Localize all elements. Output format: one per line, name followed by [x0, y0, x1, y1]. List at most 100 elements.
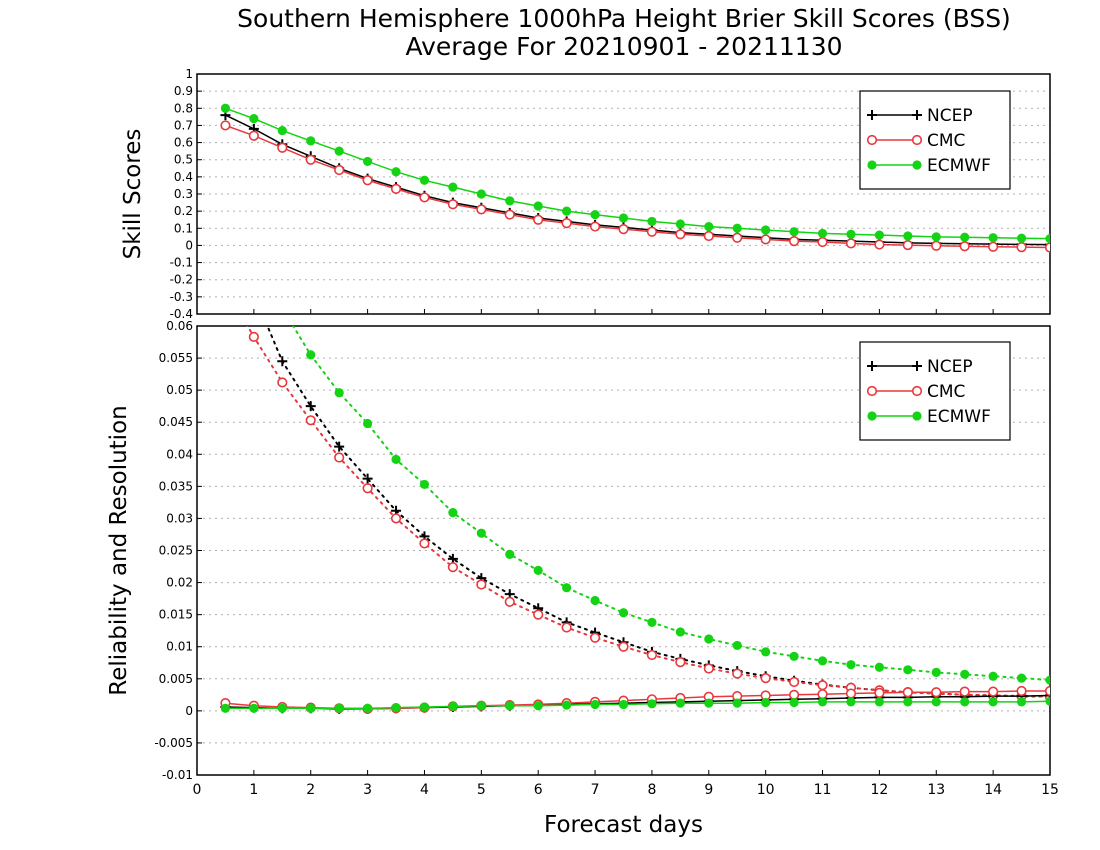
data-point-cmc: [959, 686, 970, 697]
data-point-ecmwf: [675, 698, 685, 708]
data-point-cmc: [476, 204, 487, 215]
y-tick-label: 1: [185, 67, 193, 81]
data-point-ecmwf: [1016, 697, 1027, 707]
data-point-cmc: [788, 689, 800, 700]
data-point-ecmwf: [903, 665, 913, 675]
data-point-ncep: [362, 473, 373, 484]
data-point-ecmwf: [590, 699, 600, 710]
data-point-cmc: [533, 609, 544, 620]
legend-label: NCEP: [927, 106, 973, 126]
chart-title-line2: Average For 20210901 - 20211130: [405, 32, 842, 61]
y-tick-label: 0.035: [159, 479, 193, 493]
data-point-ecmwf: [505, 549, 515, 559]
data-point-ecmwf: [960, 232, 970, 242]
data-point-ecmwf: [533, 565, 543, 575]
y-tick-label: 0.045: [159, 415, 193, 429]
data-point-cmc: [533, 214, 544, 225]
data-point-ecmwf: [647, 617, 657, 627]
data-point-cmc: [561, 218, 572, 229]
data-point-ecmwf: [448, 508, 458, 518]
data-point-cmc: [817, 689, 828, 700]
x-tick-label: 6: [534, 782, 543, 798]
data-point-cmc: [419, 192, 430, 203]
x-tick-label: 11: [814, 782, 832, 798]
data-point-ecmwf: [476, 189, 486, 199]
data-point-ecmwf: [533, 701, 543, 711]
data-point-ecmwf: [220, 103, 231, 113]
y-tick-label: -0.005: [154, 736, 193, 750]
data-point-ecmwf: [903, 697, 913, 707]
series-line-cmc: [224, 690, 1050, 710]
y-axis-title: Skill Scores: [120, 129, 146, 260]
data-point-cmc: [675, 229, 686, 240]
data-point-ecmwf: [505, 196, 515, 206]
legend-marker: [866, 134, 878, 146]
data-point-ecmwf: [363, 703, 373, 713]
data-point-ecmwf: [874, 230, 885, 240]
legend: NCEP CMC ECMWF: [859, 341, 1011, 441]
data-point-ecmwf: [874, 662, 885, 672]
legend-marker: [912, 411, 922, 421]
data-point-cmc: [732, 232, 743, 243]
data-point-ecmwf: [618, 213, 629, 223]
data-point-ecmwf: [391, 454, 401, 465]
data-point-ecmwf: [846, 660, 856, 670]
data-point-ncep: [1045, 690, 1050, 701]
y-tick-label: 0.7: [174, 118, 193, 132]
y-tick-label: 0.06: [166, 319, 193, 333]
chart-title-line1: Southern Hemisphere 1000hPa Height Brier…: [237, 4, 1011, 33]
legend-label: NCEP: [927, 357, 973, 377]
data-point-ecmwf: [334, 146, 344, 156]
data-point-ecmwf: [988, 233, 998, 243]
data-point-ecmwf: [817, 697, 828, 707]
data-point-cmc: [902, 687, 913, 698]
data-point-cmc: [362, 175, 373, 186]
y-tick-label: 0.8: [174, 101, 193, 115]
data-point-cmc: [1044, 242, 1050, 253]
data-point-ecmwf: [732, 640, 742, 651]
legend-label: ECMWF: [927, 407, 991, 427]
data-point-ncep: [334, 441, 345, 452]
y-tick-label: 0: [185, 238, 193, 252]
y-tick-label: 0.2: [174, 204, 193, 218]
data-point-cmc: [504, 209, 515, 220]
data-point-ecmwf: [903, 231, 913, 241]
data-point-cmc: [618, 224, 629, 235]
data-point-ecmwf: [761, 225, 771, 235]
data-point-cmc: [589, 632, 601, 643]
data-point-ecmwf: [1016, 673, 1027, 683]
y-tick-label: -0.01: [162, 768, 193, 782]
data-point-cmc: [419, 538, 430, 549]
data-point-ecmwf: [960, 669, 970, 679]
data-point-ecmwf: [277, 703, 287, 713]
data-point-cmc: [845, 688, 857, 699]
data-point-cmc: [788, 676, 800, 688]
data-point-ecmwf: [419, 702, 430, 712]
y-axis-title: Reliability and Resolution: [106, 405, 132, 695]
data-point-ecmwf: [704, 221, 714, 232]
data-point-ncep: [277, 356, 288, 367]
data-point-ecmwf: [590, 209, 600, 220]
y-tick-label: -0.4: [170, 307, 193, 321]
legend-marker: [867, 411, 877, 421]
data-point-ecmwf: [391, 167, 401, 177]
data-point-cmc: [817, 680, 828, 691]
data-point-ecmwf: [249, 264, 258, 273]
x-tick-label: 1: [249, 782, 258, 798]
x-tick-label: 4: [420, 782, 429, 798]
data-point-ecmwf: [476, 701, 486, 711]
y-tick-label: -0.2: [170, 273, 193, 287]
legend-label: CMC: [927, 382, 965, 402]
y-tick-label: 0.9: [174, 84, 193, 98]
data-point-ecmwf: [306, 703, 316, 713]
y-tick-label: 0.01: [166, 640, 193, 654]
data-point-ecmwf: [817, 656, 828, 666]
data-point-ecmwf: [789, 227, 799, 237]
data-point-ecmwf: [817, 228, 828, 239]
y-tick-label: 0.6: [174, 136, 193, 150]
x-tick-label: 7: [591, 782, 600, 798]
legend-marker: [867, 361, 877, 371]
data-point-ecmwf: [846, 697, 856, 707]
data-point-ecmwf: [675, 219, 685, 229]
data-point-ecmwf: [562, 206, 572, 216]
